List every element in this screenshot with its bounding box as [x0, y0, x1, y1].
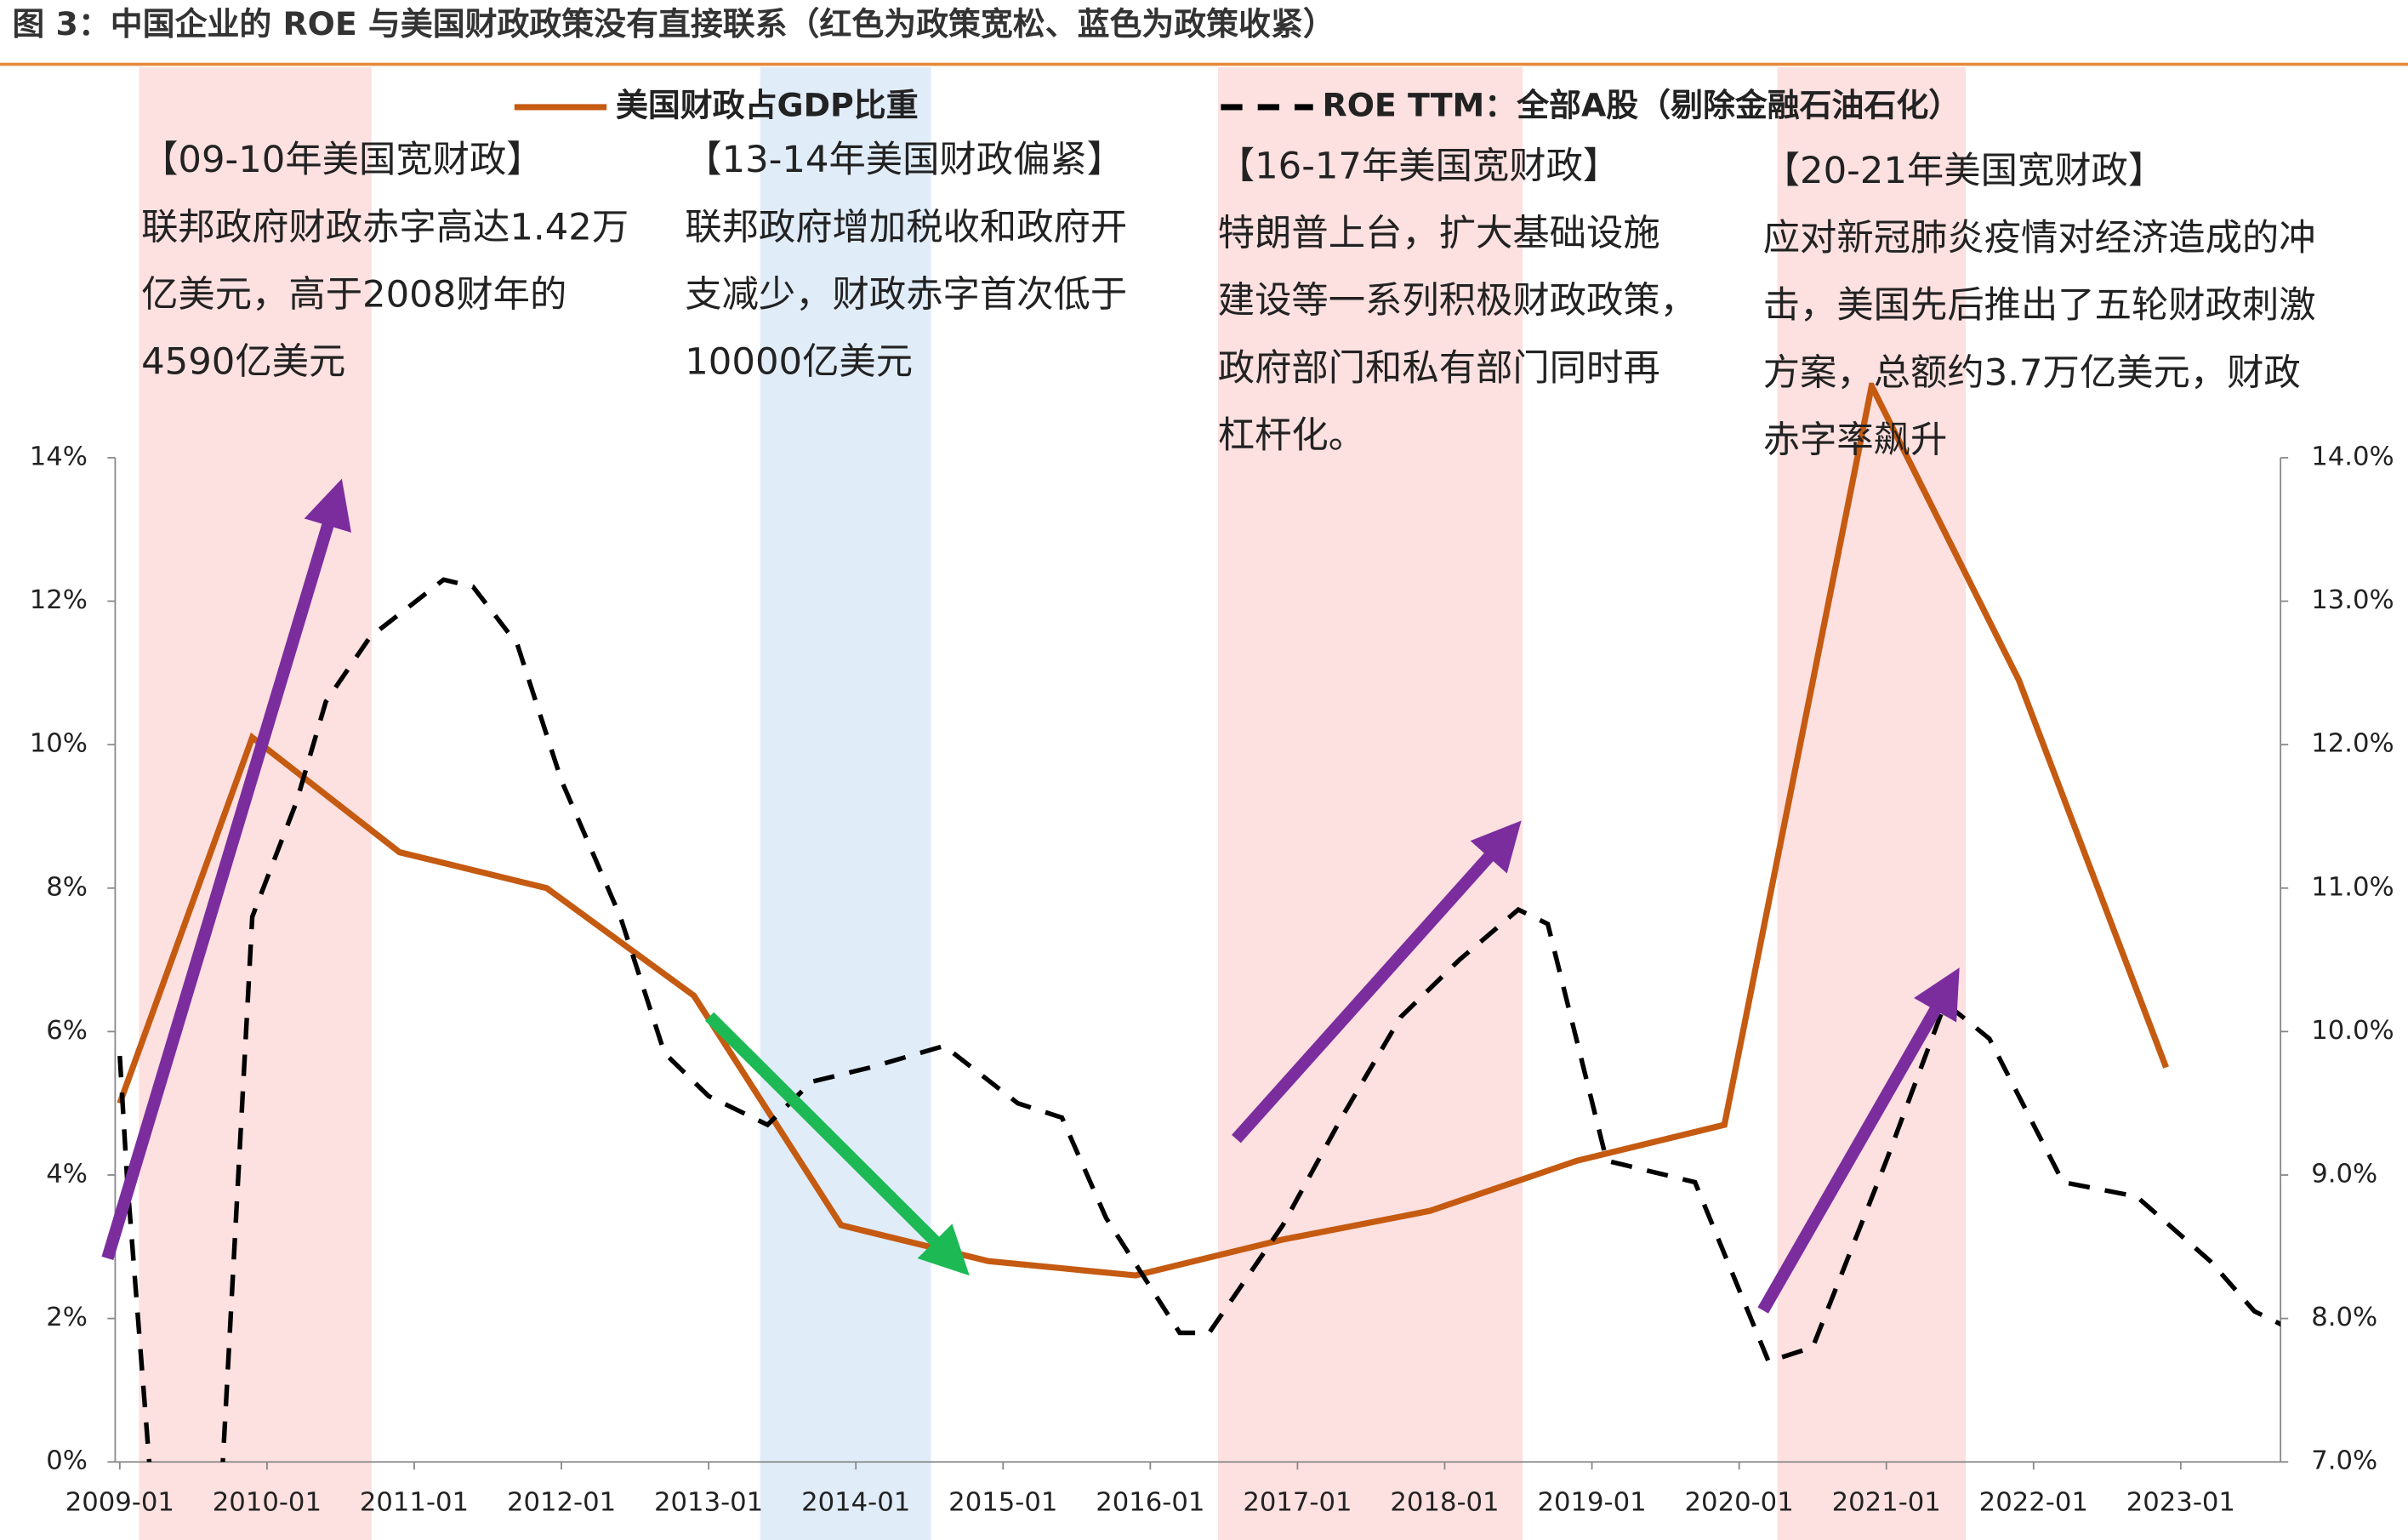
- annotation-title: 【13-14年美国财政偏紧】: [685, 139, 1124, 181]
- trend-arrow: [705, 1012, 970, 1276]
- series-line: [117, 382, 2169, 1279]
- series-line: [117, 577, 2281, 1463]
- y2-tick-label: 12.0%: [2311, 729, 2394, 759]
- y-tick-label: 10%: [30, 729, 88, 759]
- legend-label: 美国财政占GDP比重: [616, 86, 919, 123]
- annotation-title: 【16-17年美国宽财政】: [1218, 145, 1620, 187]
- y2-tick-label: 8.0%: [2311, 1303, 2377, 1332]
- x-tick-label: 2021-01: [1832, 1487, 1941, 1517]
- annotation-line: 联邦政府财政赤字高达1.42万: [141, 206, 629, 248]
- y2-tick-label: 11.0%: [2311, 872, 2394, 902]
- annotation-line: 10000亿美元: [685, 341, 913, 384]
- chart-title: 图 3：中国企业的 ROE 与美国财政政策没有直接联系（红色为政策宽松、蓝色为政…: [12, 5, 1335, 43]
- annotation-line: 政府部门和私有部门同时再: [1218, 347, 1660, 390]
- policy-band: [1217, 67, 1523, 1540]
- x-tick-label: 2018-01: [1390, 1487, 1499, 1517]
- y-tick-label: 6%: [46, 1016, 88, 1046]
- x-tick-label: 2023-01: [2126, 1487, 2235, 1517]
- legend-label: ROE TTM：全部A股（剔除金融石油石化）: [1323, 86, 1961, 123]
- annotation-line: 杠杆化。: [1218, 414, 1365, 457]
- y2-tick-label: 10.0%: [2311, 1016, 2394, 1046]
- trend-arrow: [1232, 820, 1522, 1144]
- x-tick-label: 2022-01: [1979, 1487, 2088, 1517]
- y2-tick-label: 9.0%: [2311, 1160, 2377, 1189]
- y-tick-label: 12%: [30, 585, 88, 615]
- x-tick-label: 2020-01: [1685, 1487, 1794, 1517]
- x-tick-label: 2014-01: [801, 1487, 910, 1517]
- annotation-line: 4590亿美元: [141, 341, 345, 384]
- y-tick-label: 8%: [46, 872, 88, 902]
- y2-tick-label: 7.0%: [2311, 1446, 2377, 1476]
- trend-arrow: [1757, 967, 1960, 1314]
- policy-band: [1777, 67, 1967, 1540]
- x-tick-label: 2013-01: [654, 1487, 763, 1517]
- y2-tick-label: 13.0%: [2311, 585, 2394, 615]
- annotation-line: 亿美元，高于2008财年的: [141, 274, 566, 317]
- x-tick-label: 2015-01: [948, 1487, 1057, 1517]
- y-tick-label: 4%: [46, 1160, 88, 1189]
- annotation-line: 特朗普上台，扩大基础设施: [1218, 213, 1660, 255]
- annotation-title: 【20-21年美国宽财政】: [1763, 150, 2166, 192]
- x-tick-label: 2009-01: [65, 1487, 174, 1517]
- annotation-line: 联邦政府增加税收和政府开: [685, 206, 1127, 248]
- policy-band: [760, 67, 931, 1540]
- y-tick-label: 2%: [46, 1303, 88, 1332]
- x-tick-label: 2019-01: [1537, 1487, 1646, 1517]
- x-tick-label: 2012-01: [507, 1487, 616, 1517]
- annotation-line: 赤字率飙升: [1763, 419, 1948, 462]
- y-tick-label: 0%: [46, 1446, 88, 1476]
- x-tick-label: 2011-01: [360, 1487, 469, 1517]
- y2-tick-label: 14.0%: [2311, 442, 2394, 471]
- x-tick-label: 2016-01: [1096, 1487, 1204, 1517]
- annotation-line: 建设等一系列积极财政政策，: [1218, 280, 1697, 322]
- trend-arrow: [101, 478, 351, 1261]
- annotation-line: 应对新冠肺炎疫情对经济造成的冲: [1763, 217, 2316, 260]
- annotation-line: 方案，总额约3.7万亿美元，财政: [1763, 351, 2301, 394]
- annotation-line: 击，美国先后推出了五轮财政刺激: [1763, 284, 2316, 327]
- x-tick-label: 2017-01: [1243, 1487, 1352, 1517]
- x-tick-label: 2010-01: [213, 1487, 322, 1517]
- annotation-line: 支减少，财政赤字首次低于: [685, 274, 1127, 317]
- y-tick-label: 14%: [30, 442, 88, 471]
- annotation-title: 【09-10年美国宽财政】: [141, 139, 544, 181]
